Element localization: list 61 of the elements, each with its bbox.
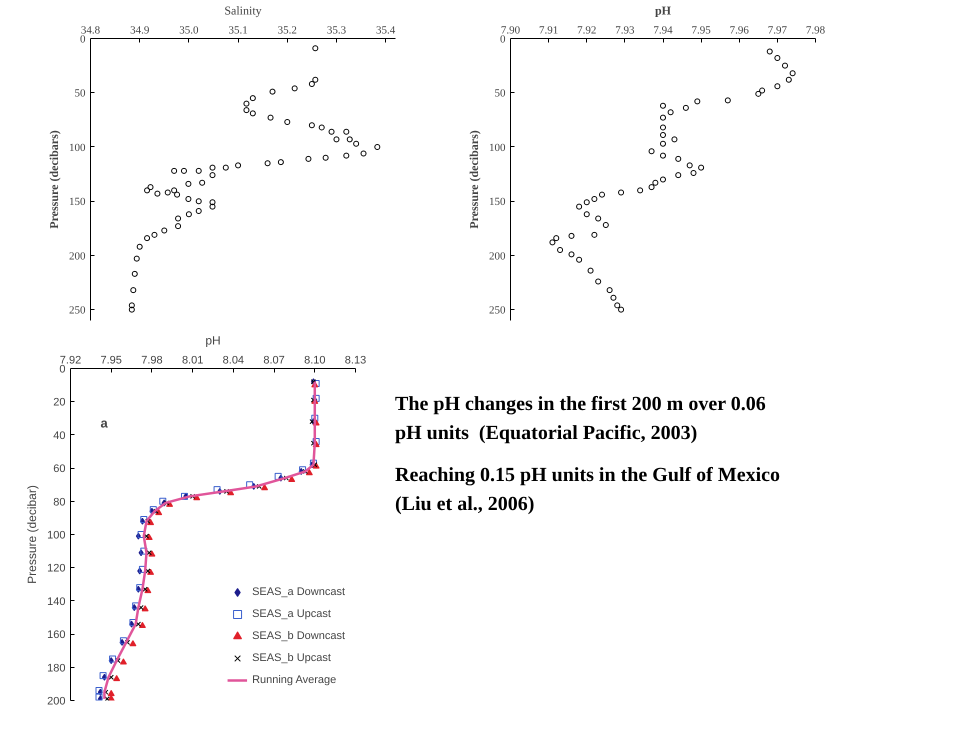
y-tick-label: 0 xyxy=(500,34,506,46)
x-tick-label: 8.10 xyxy=(304,354,326,366)
y-tick-label: 0 xyxy=(80,34,86,46)
legend-label: SEAS_b Downcast xyxy=(252,630,345,642)
text: The pH changes in the first 200 m over 0.06 pH units (Equatorial Pacific, 2003) xyxy=(395,392,767,446)
y-tick-label: 120 xyxy=(47,562,66,575)
x-tick-label: 7.92 xyxy=(577,24,596,36)
x-tick-label: 34.8 xyxy=(80,24,101,36)
annotation: a xyxy=(100,416,108,430)
y-tick-label: 40 xyxy=(53,430,66,442)
y-tick-label: 100 xyxy=(47,530,66,542)
y-axis-title: Pressure (decibars) xyxy=(47,130,61,229)
x-tick-label: 8.01 xyxy=(182,354,204,366)
x-tick-label: 8.04 xyxy=(222,354,244,366)
y-tick-label: 0 xyxy=(59,364,66,376)
x-tick-label: 35.3 xyxy=(326,24,347,36)
y-axis-title: Pressure (decibar) xyxy=(25,485,40,584)
y-tick-label: 20 xyxy=(53,396,66,409)
x-tick-label: 7.95 xyxy=(692,24,712,36)
y-tick-label: 250 xyxy=(69,304,86,317)
x-tick-label: 7.91 xyxy=(539,24,558,36)
x-tick-label: 8.07 xyxy=(263,354,285,366)
y-tick-label: 200 xyxy=(69,250,86,262)
x-tick-label: 8.13 xyxy=(344,354,366,366)
x-tick-label: 35.0 xyxy=(179,24,200,36)
x-tick-label: 35.2 xyxy=(278,24,297,36)
legend-label: SEAS_b Upcast xyxy=(252,652,331,664)
x-tick-label: 35.4 xyxy=(376,24,396,36)
y-tick-label: 50 xyxy=(494,88,506,100)
x-tick-label: 7.97 xyxy=(768,24,788,36)
y-tick-label: 50 xyxy=(74,88,86,100)
y-tick-label: 200 xyxy=(489,250,506,262)
x-tick-label: 34.9 xyxy=(130,24,150,36)
x-tick-label: 7.94 xyxy=(653,24,674,36)
x-axis-title: Salinity xyxy=(224,4,262,18)
text: Reaching 0.15 pH units in the Gulf of Mexico (Liu et al., 2006) xyxy=(395,463,782,517)
x-axis-title: pH xyxy=(205,334,221,348)
y-axis-title: Pressure (decibars) xyxy=(467,130,481,229)
x-tick-label: 35.1 xyxy=(228,24,248,36)
x-tick-label: 7.96 xyxy=(730,24,750,36)
y-tick-label: 140 xyxy=(47,596,66,608)
y-tick-label: 100 xyxy=(69,142,86,154)
x-tick-label: 7.98 xyxy=(141,354,163,366)
x-axis-title: pH xyxy=(654,4,672,18)
y-tick-label: 150 xyxy=(69,196,86,208)
x-tick-label: 7.98 xyxy=(806,24,826,36)
y-tick-label: 180 xyxy=(47,662,66,674)
legend-label: SEAS_a Downcast xyxy=(252,586,345,598)
legend-label: SEAS_a Upcast xyxy=(252,608,331,620)
y-tick-label: 80 xyxy=(53,496,66,508)
y-tick-label: 250 xyxy=(489,304,506,317)
x-tick-label: 7.93 xyxy=(615,24,635,36)
x-tick-label: 7.95 xyxy=(100,354,122,366)
y-tick-label: 150 xyxy=(489,196,506,208)
y-tick-label: 60 xyxy=(53,463,66,476)
y-tick-label: 100 xyxy=(489,142,506,154)
y-tick-label: 160 xyxy=(47,629,66,642)
x-tick-label: 7.90 xyxy=(500,24,521,36)
legend-label: Running Average xyxy=(252,674,336,686)
x-tick-label: 7.92 xyxy=(60,354,82,366)
y-tick-label: 200 xyxy=(47,696,66,708)
